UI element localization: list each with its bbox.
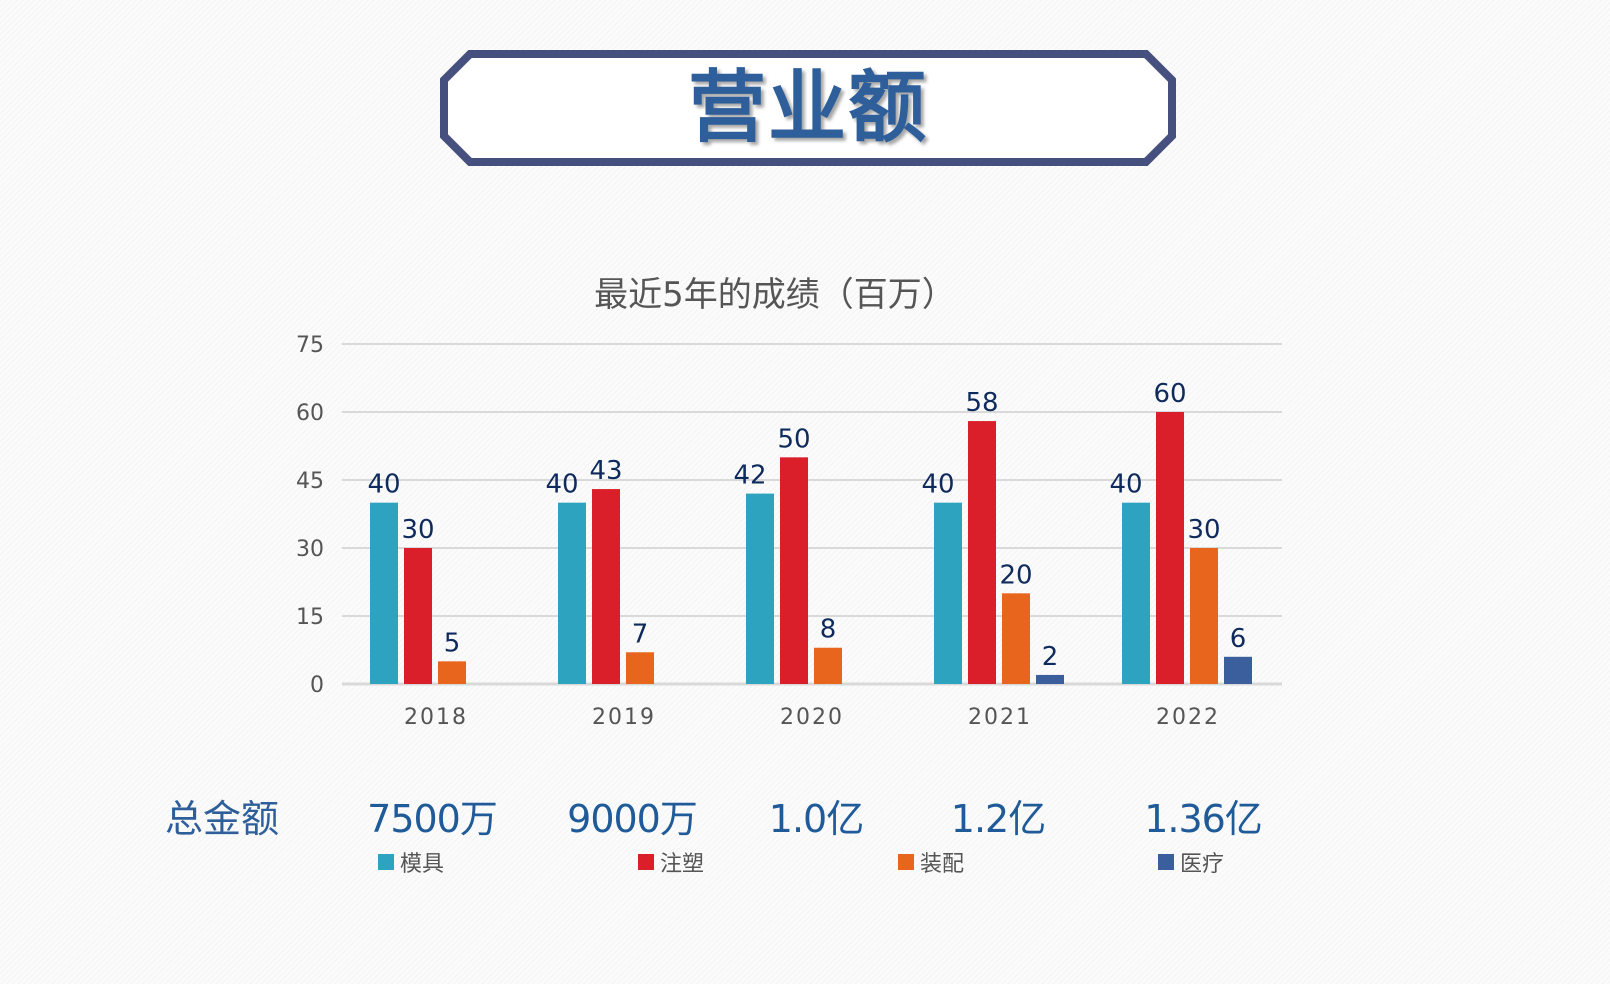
x-tick-label: 2018 [404, 705, 468, 730]
x-tick-label: 2019 [592, 705, 656, 730]
bar-注塑-2020 [780, 457, 808, 684]
data-label: 40 [1109, 470, 1142, 500]
data-label: 40 [367, 470, 400, 500]
bar-注塑-2019 [592, 489, 620, 684]
legend-swatch [378, 854, 394, 870]
bar-模具-2022 [1122, 502, 1150, 684]
data-label: 50 [777, 424, 810, 454]
total-2019: 9000万 [567, 797, 698, 841]
data-label: 5 [444, 628, 461, 658]
bar-装配-2020 [814, 647, 842, 684]
x-tick-label: 2021 [968, 705, 1032, 730]
data-label: 60 [1153, 379, 1186, 409]
y-tick-label: 15 [296, 605, 324, 630]
legend-item-mold: 模具 [378, 846, 444, 878]
legend-item-medical: 医疗 [1158, 846, 1224, 878]
y-tick-label: 75 [296, 333, 324, 358]
data-label: 7 [632, 619, 649, 649]
data-label: 2 [1042, 642, 1059, 672]
page-title: 营业额 [687, 63, 928, 153]
legend-swatch [1158, 854, 1174, 870]
bar-注塑-2021 [968, 421, 996, 684]
data-label: 40 [921, 470, 954, 500]
chart-title: 最近5年的成绩（百万） [594, 275, 956, 315]
bar-注塑-2018 [404, 548, 432, 684]
bar-模具-2020 [746, 493, 774, 684]
data-label: 20 [999, 560, 1032, 590]
legend-swatch [638, 854, 654, 870]
legend-label: 模具 [400, 852, 445, 877]
title-banner-frame [440, 50, 1176, 166]
y-tick-label: 60 [296, 401, 324, 426]
bar-医疗-2021 [1036, 674, 1064, 684]
bar-装配-2019 [626, 652, 654, 684]
legend-label: 注塑 [660, 852, 705, 877]
data-label: 30 [1187, 515, 1220, 545]
y-tick-label: 30 [296, 537, 324, 562]
bar-装配-2018 [438, 661, 466, 684]
y-tick-label: 45 [296, 469, 324, 494]
legend-item-assembly: 装配 [898, 846, 964, 878]
legend-item-injection: 注塑 [638, 846, 704, 878]
bar-模具-2018 [370, 502, 398, 684]
data-label: 8 [820, 615, 837, 645]
total-2021: 1.2亿 [950, 797, 1046, 841]
totals-label: 总金额 [165, 797, 280, 841]
bar-注塑-2022 [1156, 412, 1184, 684]
bar-模具-2021 [934, 502, 962, 684]
data-label: 43 [589, 456, 622, 486]
legend-label: 医疗 [1180, 852, 1225, 877]
data-label: 30 [401, 515, 434, 545]
bar-装配-2022 [1190, 548, 1218, 684]
x-tick-label: 2020 [780, 705, 844, 730]
legend-label: 装配 [920, 852, 965, 877]
total-2020: 1.0亿 [768, 797, 864, 841]
legend-swatch [898, 854, 914, 870]
bar-医疗-2022 [1224, 656, 1252, 684]
x-tick-label: 2022 [1156, 705, 1220, 730]
data-label: 40 [545, 470, 578, 500]
y-tick-label: 0 [310, 673, 324, 698]
data-label: 42 [733, 461, 766, 491]
data-label: 58 [965, 388, 998, 418]
bar-装配-2021 [1002, 593, 1030, 684]
bar-模具-2019 [558, 502, 586, 684]
data-label: 6 [1230, 624, 1247, 654]
total-2022: 1.36亿 [1144, 797, 1263, 841]
total-2018: 7500万 [367, 797, 498, 841]
